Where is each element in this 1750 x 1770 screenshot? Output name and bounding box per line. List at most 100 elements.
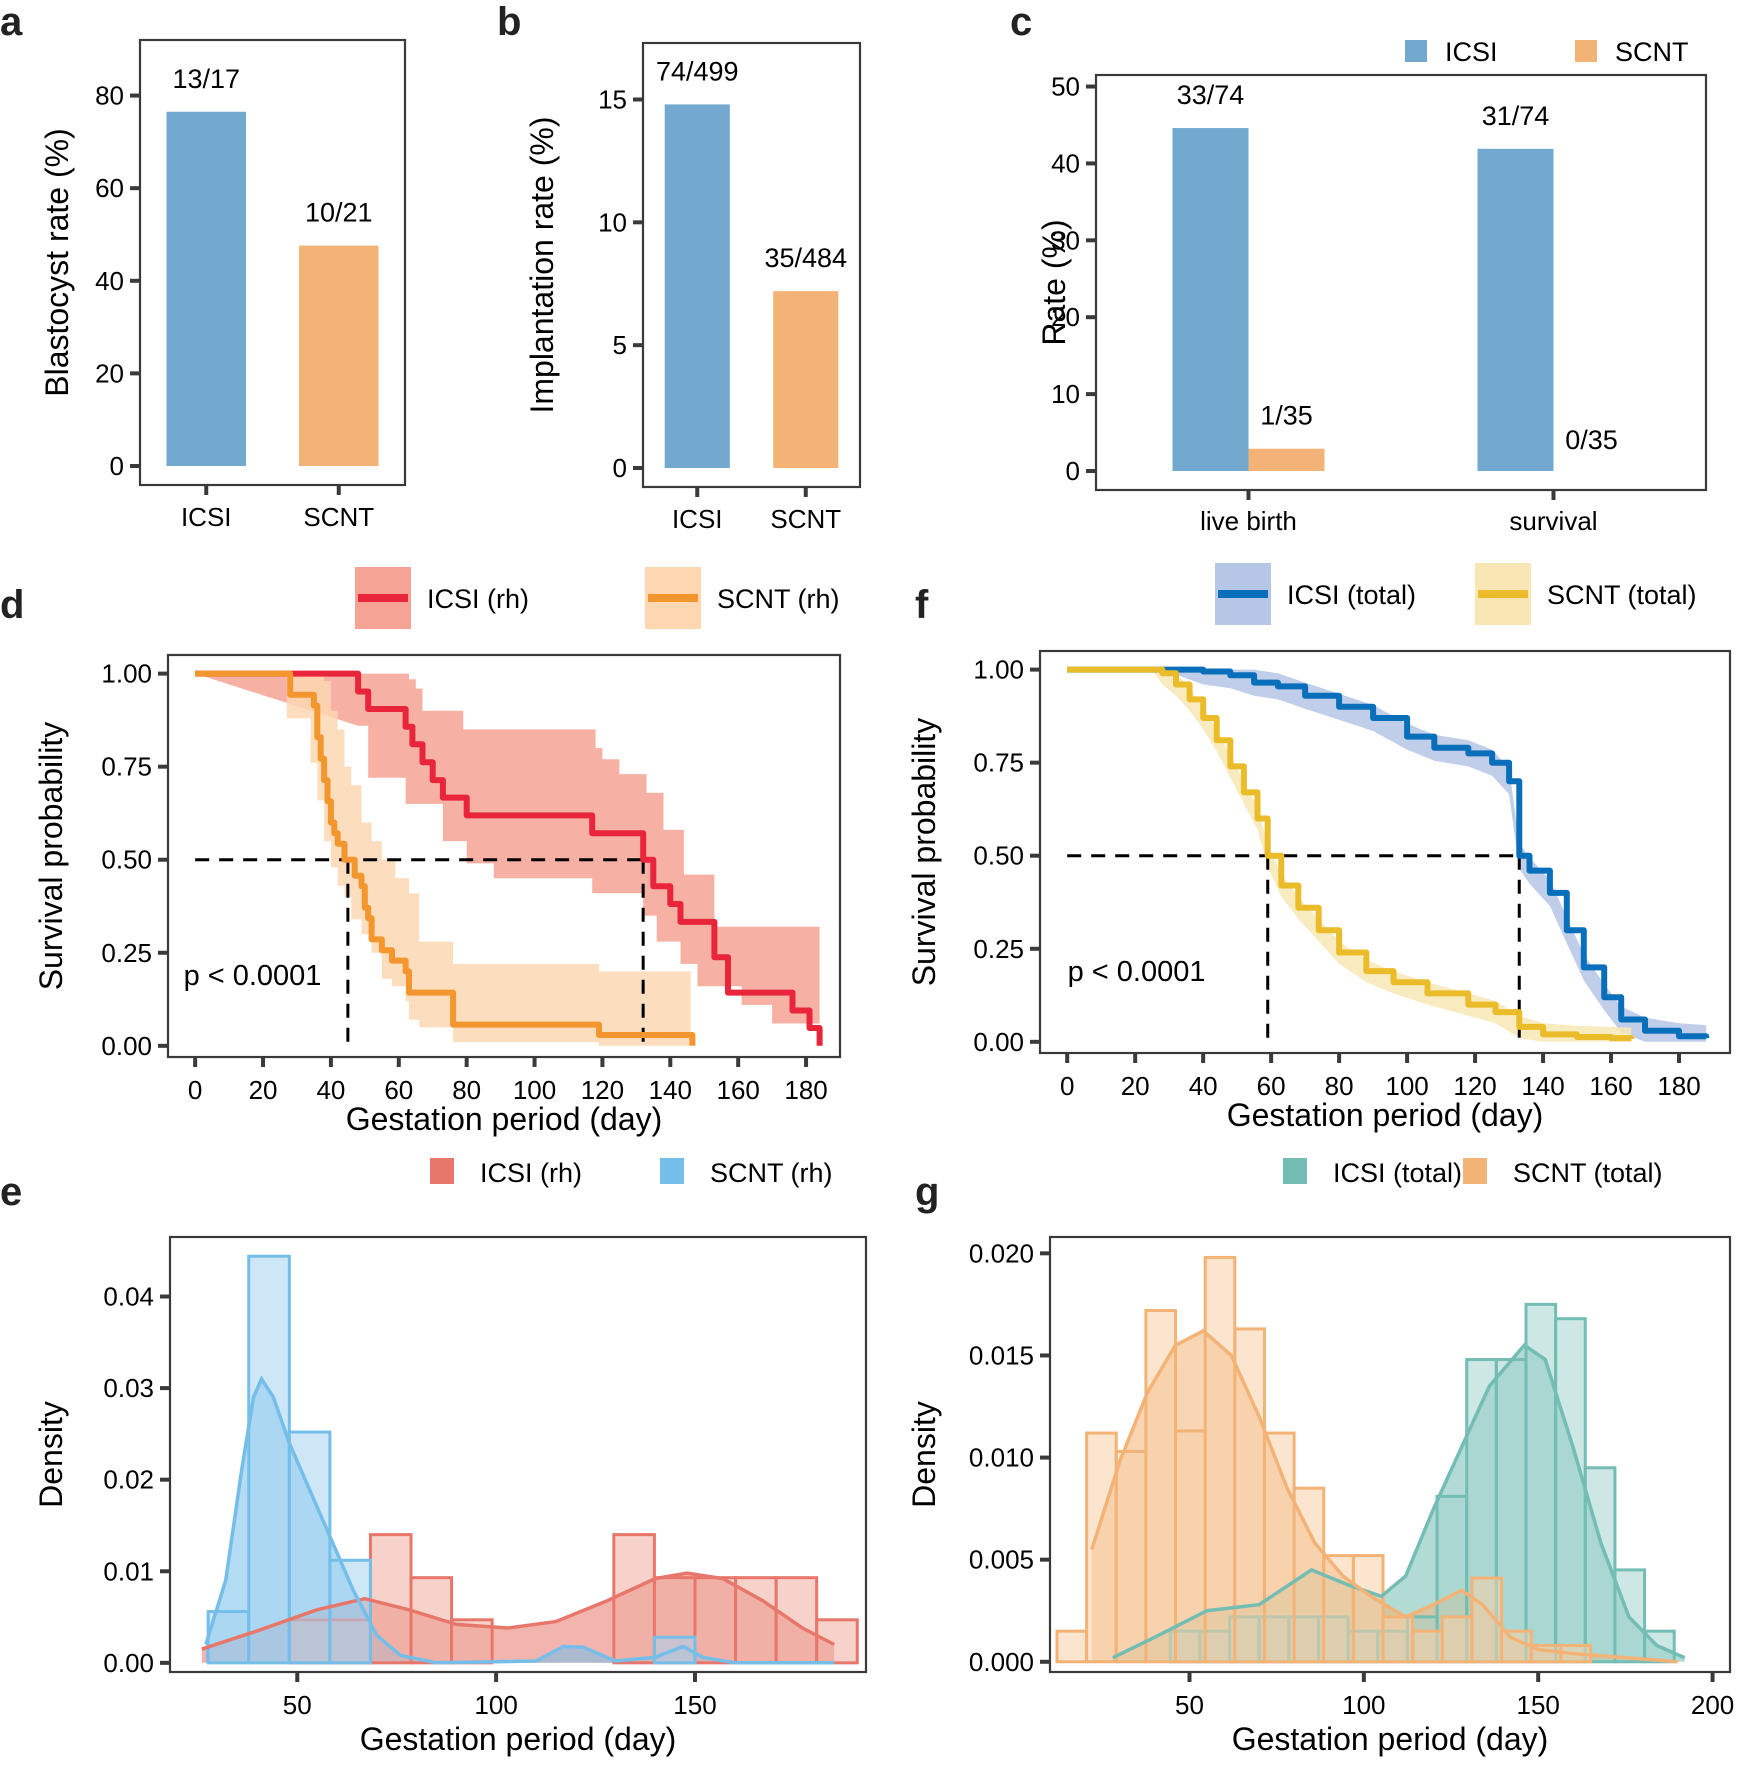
bar-data-label: 1/35 (1260, 401, 1313, 431)
bar-icsi-survival (1477, 148, 1554, 471)
bar-scnt (299, 245, 379, 466)
panel-f: f 0.00 0.25 0.50 0.75 1.00 Survival probabilit… (906, 563, 1732, 1133)
histogram-bar-scnt (1381, 1615, 1415, 1664)
plot-frame (138, 38, 407, 487)
bar-data-label: 31/74 (1482, 101, 1550, 131)
panel-c: c 0 10 20 30 40 50 Rate (%) 33/74 1/35 live birth 3… (1010, 0, 1708, 536)
histogram-bar-scnt (1174, 1429, 1207, 1664)
x-tick-label: ICSI (672, 504, 723, 534)
y-tick-label: 0.005 (969, 1545, 1034, 1575)
histogram-bar-icsi (368, 1533, 413, 1665)
plot-frame (1048, 1235, 1732, 1674)
y-tick-label: 40 (1051, 148, 1080, 178)
y-tick-label: 0 (1066, 456, 1080, 486)
bar-data-label: 13/17 (172, 64, 240, 94)
histogram-bar-scnt (1144, 1309, 1178, 1664)
y-tick-label: 1.00 (101, 659, 152, 689)
bar-data-label: 35/484 (764, 243, 847, 273)
x-tick-label: 20 (1121, 1071, 1150, 1101)
y-tick-label: 0.00 (101, 1031, 152, 1061)
panel-letter: b (497, 0, 521, 44)
x-tick-label: 40 (316, 1075, 345, 1105)
y-axis-title: Blastocyst rate (%) (39, 128, 75, 397)
survival-curve-icsi (1067, 666, 1710, 1040)
x-tick-label: 160 (1589, 1071, 1632, 1101)
legend-swatch (430, 1158, 454, 1184)
panel-d: d 0.00 0.25 0.50 0.75 1.00 Survival probabilit… (0, 567, 842, 1137)
legend-swatch (1463, 1158, 1487, 1184)
y-tick-label: 20 (95, 358, 124, 388)
panel-letter: f (915, 583, 929, 627)
x-tick-label: 120 (581, 1075, 624, 1105)
legend-label: SCNT (rh) (717, 584, 840, 614)
x-tick-label: 150 (1517, 1690, 1560, 1720)
p-value-annotation: p < 0.0001 (184, 960, 322, 992)
y-tick-label: 50 (1051, 72, 1080, 102)
legend-label: ICSI (total) (1287, 580, 1416, 610)
legend-label: ICSI (1445, 37, 1498, 67)
confidence-band-scnt (1067, 669, 1632, 1042)
survival-curve-scnt (1067, 666, 1635, 1042)
y-tick-label: 1.00 (973, 655, 1024, 685)
histogram-bar-scnt (1055, 1629, 1089, 1664)
panel-e: e 0.00 0.01 0.02 0.03 0.04 Density 50 100 150Gest… (0, 1158, 868, 1757)
survival-curve-icsi (195, 670, 823, 1046)
y-tick-label: 60 (95, 173, 124, 203)
y-tick-label: 0 (613, 453, 627, 483)
y-axis-title: Density (33, 1401, 69, 1508)
y-tick-label: 10 (598, 207, 627, 237)
x-axis-title: Gestation period (day) (360, 1721, 677, 1757)
legend-label: ICSI (rh) (480, 1158, 582, 1188)
x-tick-label: 80 (452, 1075, 481, 1105)
legend-swatch-scnt (1575, 40, 1597, 62)
bar-icsi (664, 104, 730, 468)
y-axis-title: Survival probability (906, 718, 942, 987)
survival-curve-scnt (195, 670, 696, 1046)
y-tick-label: 10 (1051, 379, 1080, 409)
legend-label: SCNT (total) (1513, 1158, 1663, 1188)
x-tick-label: 100 (1385, 1071, 1428, 1101)
y-tick-label: 80 (95, 81, 124, 111)
histogram-bar-icsi (693, 1576, 738, 1665)
x-tick-label: 100 (1342, 1690, 1385, 1720)
density-curve-scnt (204, 1375, 835, 1665)
y-axis-title: Density (906, 1401, 942, 1508)
histogram-bar-icsi (815, 1618, 859, 1665)
panel-letter: a (0, 0, 23, 44)
y-tick-label: 30 (1051, 225, 1080, 255)
x-tick-label: 50 (1175, 1690, 1204, 1720)
density-curve-icsi (1112, 1342, 1686, 1660)
confidence-band-icsi (195, 673, 820, 1031)
y-tick-label: 0 (110, 451, 124, 481)
panel-a: a 0 20 40 60 80 Blastocyst rate (%) 13/17 ICSI 10… (0, 0, 407, 532)
x-tick-label: 0 (188, 1075, 202, 1105)
x-tick-label: survival (1509, 506, 1597, 536)
y-axis-title: Survival probability (33, 722, 69, 991)
bar-scnt-live-birth (1248, 448, 1325, 471)
x-tick-label: 180 (784, 1075, 827, 1105)
histogram-bar-scnt (1440, 1615, 1474, 1664)
legend-label: ICSI (rh) (427, 584, 529, 614)
plot-frame (641, 41, 862, 489)
panel-letter: e (0, 1170, 22, 1214)
histogram-bar-scnt (1292, 1486, 1326, 1664)
y-tick-label: 0.25 (973, 934, 1024, 964)
bar-data-label: 74/499 (656, 56, 739, 86)
bar-data-label: 33/74 (1177, 80, 1245, 110)
y-tick-label: 0.015 (969, 1340, 1034, 1370)
bar-scnt (773, 291, 839, 468)
y-tick-label: 0.00 (103, 1648, 154, 1678)
y-tick-label: 0.01 (103, 1556, 154, 1586)
y-tick-label: 40 (95, 266, 124, 296)
x-tick-label: 120 (1453, 1071, 1496, 1101)
legend-swatch (1283, 1158, 1307, 1184)
y-tick-label: 0.02 (103, 1465, 154, 1495)
y-tick-label: 0.75 (101, 752, 152, 782)
bar-icsi (166, 111, 246, 467)
x-tick-label: 60 (1257, 1071, 1286, 1101)
histogram-bar-scnt (287, 1430, 332, 1665)
y-tick-label: 0.50 (101, 845, 152, 875)
plot-frame (166, 653, 842, 1059)
histogram-bar-scnt (1233, 1327, 1266, 1664)
y-axis-title: Implantation rate (%) (524, 116, 560, 413)
